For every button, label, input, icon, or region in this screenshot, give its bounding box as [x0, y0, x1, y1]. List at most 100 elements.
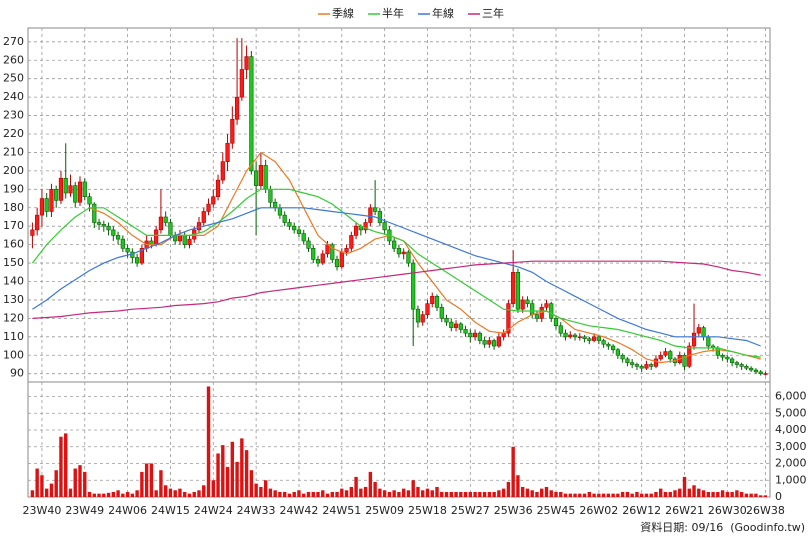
candle-body [368, 207, 373, 223]
candle-body [696, 327, 701, 334]
candle-body [401, 251, 406, 255]
volume-bar [35, 468, 39, 497]
candle-body [373, 207, 378, 212]
candle-body [239, 69, 244, 98]
volume-bar [425, 488, 430, 497]
candle-body [658, 354, 663, 360]
volume-bar [54, 470, 58, 497]
candle-body [92, 203, 97, 223]
x-tick-label: 25W36 [494, 504, 533, 517]
volume-bar [78, 465, 82, 497]
volume-bar [482, 491, 487, 497]
candle-body [744, 366, 749, 369]
volume-bar [292, 491, 296, 497]
candle-body [558, 325, 563, 334]
x-tick-label: 25W18 [408, 504, 447, 517]
volume-bar [140, 471, 144, 497]
volume-bar [673, 490, 677, 497]
volume-bar [401, 488, 406, 497]
candle-body [58, 177, 64, 201]
volume-bar [763, 495, 768, 497]
volume-bar [573, 493, 577, 497]
candle-body [749, 367, 754, 371]
volume-bar [454, 491, 458, 497]
candle-body [668, 351, 673, 360]
y-tick-label: 140 [3, 275, 24, 288]
volume-bar [592, 493, 596, 497]
candle-body [763, 373, 768, 375]
candle-body [63, 177, 68, 194]
x-tick-label: 25W45 [537, 504, 576, 517]
volume-bar [59, 436, 63, 497]
candle-body [577, 336, 582, 338]
legend-label: 三年 [482, 6, 504, 20]
volume-bar [349, 486, 354, 497]
candle-body [411, 262, 416, 310]
volume-bar [130, 493, 135, 497]
ma-line [32, 260, 761, 319]
candle-body [734, 362, 739, 365]
x-tick-label: 25W27 [451, 504, 490, 517]
x-tick-label: 24W42 [280, 504, 319, 517]
x-tick-label: 26W21 [665, 504, 704, 517]
y-tick-label: 260 [3, 53, 24, 66]
volume-bar [649, 493, 653, 497]
candle-body [73, 185, 78, 203]
volume-bar [297, 490, 301, 497]
volume-tick-label: 3,000 [775, 440, 807, 453]
volume-bar [663, 491, 668, 497]
volume-bar [535, 491, 539, 497]
volume-bar [668, 491, 672, 497]
y-tick-label: 110 [3, 330, 24, 343]
candle-body [615, 349, 620, 356]
volume-bar [97, 493, 101, 497]
volume-bar [282, 491, 287, 497]
candle-body [120, 238, 125, 249]
candle-body [339, 251, 344, 268]
volume-bar [68, 488, 73, 497]
candle-body [234, 96, 240, 120]
candle-body [568, 334, 573, 338]
volume-bar [563, 493, 568, 497]
candle-body [353, 225, 359, 236]
volume-bar [716, 491, 720, 497]
y-tick-label: 200 [3, 164, 24, 177]
candle-body [135, 257, 140, 264]
volume-bar [187, 493, 192, 497]
volume-bar [354, 476, 358, 497]
candle-body [525, 299, 530, 304]
volume-bar [616, 493, 620, 497]
candle-body [163, 216, 168, 223]
x-tick-label: 24W15 [151, 504, 190, 517]
volume-bar [273, 490, 277, 497]
candle-body [596, 336, 601, 341]
volume-bar [720, 490, 725, 497]
volume-bar [30, 490, 35, 497]
x-tick-label: 25W09 [365, 504, 404, 517]
volume-bar [382, 490, 387, 497]
candle-body [177, 235, 183, 242]
candle-body [382, 222, 387, 231]
marks [30, 38, 768, 497]
candle-body [211, 196, 216, 205]
candle-body [154, 229, 159, 245]
candle-body [449, 321, 454, 328]
grid [28, 28, 770, 498]
x-tick-label: 26W12 [622, 504, 661, 517]
candle-body [196, 222, 202, 231]
volume-bar [216, 453, 220, 497]
candle-body [315, 259, 321, 264]
candle-body [187, 238, 192, 245]
candle-body [35, 214, 40, 231]
candle-body [96, 222, 102, 225]
volume-bar [525, 488, 530, 497]
candle-body [334, 259, 340, 268]
candle-body [572, 334, 578, 338]
y-tick-label: 250 [3, 72, 24, 85]
candle-body [487, 340, 492, 345]
candle-body [444, 318, 449, 323]
candle-body [472, 332, 478, 338]
volume-bar [506, 481, 511, 497]
candle-body [530, 303, 535, 316]
candle-body [458, 323, 463, 330]
